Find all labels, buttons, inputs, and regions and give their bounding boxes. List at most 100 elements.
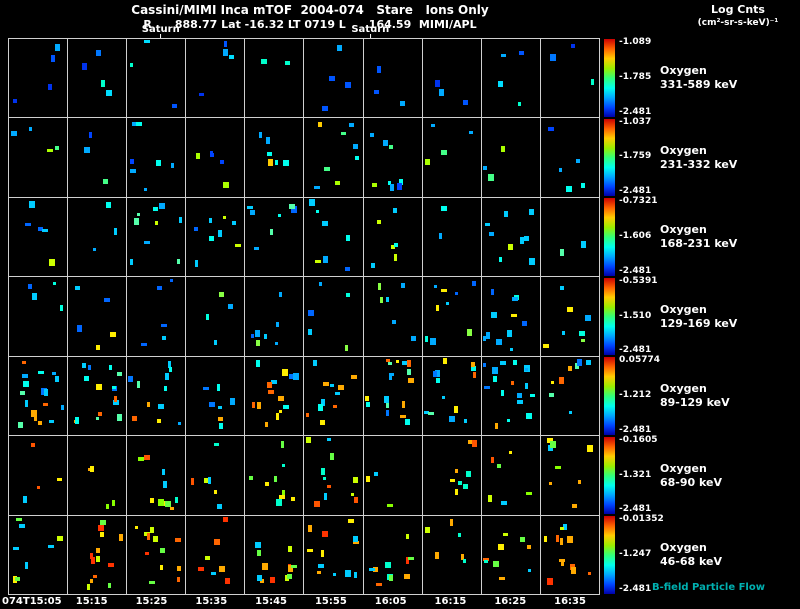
count-pixel [265, 422, 269, 428]
time-tick-5: 15:45 [255, 596, 287, 607]
panel-row7-col1 [9, 515, 68, 594]
count-pixel [48, 545, 55, 549]
count-pixel [160, 548, 166, 554]
count-pixel [169, 278, 173, 282]
count-pixel [306, 549, 313, 553]
count-pixel [559, 248, 564, 256]
count-pixel [274, 475, 277, 482]
count-pixel [288, 545, 293, 552]
count-pixel [433, 370, 438, 377]
count-pixel [99, 519, 106, 525]
count-pixel [394, 242, 399, 247]
count-pixel [449, 519, 453, 527]
count-pixel [345, 82, 352, 89]
count-pixel [95, 383, 102, 390]
count-pixel [152, 206, 158, 211]
count-pixel [575, 158, 580, 163]
count-pixel [172, 103, 178, 108]
colorbar-row7 [604, 516, 615, 594]
panel-row4-col1 [9, 277, 68, 356]
count-pixel [228, 304, 234, 310]
count-pixel [317, 121, 322, 127]
count-pixel [89, 579, 93, 584]
count-pixel [103, 179, 109, 185]
count-pixel [211, 152, 215, 157]
panel-row4-col10 [540, 277, 599, 356]
count-pixel [453, 406, 458, 414]
count-pixel [484, 385, 491, 389]
panel-row1-col9 [481, 39, 540, 118]
panel-row3-col8 [422, 197, 481, 277]
count-pixel [441, 149, 448, 155]
count-pixel [490, 311, 497, 318]
count-pixel [42, 229, 49, 233]
count-pixel [24, 399, 28, 407]
count-pixel [328, 75, 335, 81]
count-pixel [401, 400, 405, 408]
count-pixel [279, 410, 283, 414]
time-tick-3: 15:25 [135, 596, 168, 607]
count-pixel [566, 185, 573, 192]
count-pixel [313, 360, 318, 367]
count-pixel [267, 381, 273, 388]
count-pixel [307, 329, 312, 336]
count-pixel [167, 360, 171, 368]
count-pixel [251, 401, 255, 408]
count-pixel [322, 221, 328, 227]
count-pixel [98, 524, 105, 531]
count-pixel [578, 479, 582, 484]
count-pixel [177, 422, 181, 426]
count-pixel [467, 439, 473, 444]
count-pixel [585, 360, 591, 366]
count-pixel [334, 181, 340, 186]
count-pixel [483, 558, 490, 562]
count-pixel [386, 358, 391, 362]
count-pixel [319, 282, 323, 287]
count-pixel [570, 566, 576, 574]
count-pixel [493, 375, 498, 382]
count-pixel [427, 412, 434, 416]
count-pixel [587, 445, 594, 453]
energy-range: 231-332 keV [660, 157, 738, 171]
count-pixel [209, 217, 213, 223]
count-pixel [578, 331, 585, 337]
count-pixel [405, 418, 411, 425]
count-pixel [407, 368, 412, 375]
panel-row6-col1 [9, 436, 68, 515]
count-pixel [248, 476, 253, 480]
panel-row6-col6 [304, 436, 363, 515]
panel-row4-col2 [68, 277, 127, 356]
scale-min-row4: -2.481 [619, 345, 652, 356]
count-pixel [320, 467, 325, 475]
count-pixel [523, 364, 530, 372]
species-name: Oxygen [660, 302, 707, 316]
count-pixel [100, 80, 105, 88]
count-pixel [95, 548, 100, 553]
time-tick-1: 074T15:05 [2, 596, 62, 607]
count-pixel [204, 556, 210, 561]
count-pixel [454, 488, 458, 495]
panel-row7-col5 [245, 515, 304, 594]
count-pixel [373, 471, 378, 476]
scale-max-row5: 0.05774 [619, 355, 660, 366]
saturn-marker-label: Saturn [141, 24, 180, 35]
time-tick-4: 15:35 [195, 596, 228, 607]
panel-row7-col10 [540, 515, 599, 594]
count-pixel [460, 554, 464, 561]
count-pixel [225, 577, 231, 584]
count-pixel [114, 396, 118, 403]
count-pixel [256, 360, 261, 368]
count-pixel [157, 403, 164, 409]
count-pixel [157, 285, 163, 290]
count-pixel [454, 292, 458, 296]
count-pixel [77, 325, 83, 333]
count-pixel [436, 378, 441, 384]
count-pixel [351, 375, 358, 380]
panel-row2-col2 [68, 118, 127, 197]
count-pixel [562, 524, 567, 531]
count-pixel [305, 437, 311, 444]
count-pixel [321, 106, 328, 112]
count-pixel [320, 420, 326, 426]
species-name: Oxygen [660, 143, 707, 157]
